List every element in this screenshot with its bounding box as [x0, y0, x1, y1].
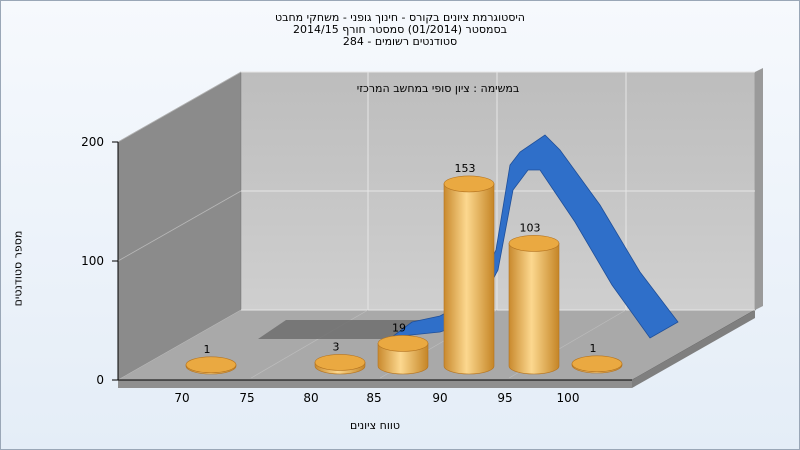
bar [571, 355, 623, 374]
bar-value-label: 1 [204, 343, 211, 356]
x-tick-label: 90 [432, 391, 447, 405]
bar [314, 354, 366, 375]
bar-value-label: 103 [520, 221, 541, 234]
y-tick-label: 0 [96, 373, 104, 387]
wall-edge [755, 68, 763, 310]
bar [443, 175, 495, 375]
gridline-side [117, 71, 242, 143]
bar [508, 235, 560, 375]
floor-front [118, 380, 632, 388]
x-tick-label: 70 [174, 391, 189, 405]
bar-value-label: 19 [392, 321, 406, 334]
chart-title-line-2: בסמסטר (01/2014) סמסטר חורף 2014/15 [293, 23, 507, 36]
bar-value-label: 153 [455, 162, 476, 175]
x-tick-label: 80 [303, 391, 318, 405]
bar-value-label: 3 [333, 340, 340, 353]
chart-title-line-1: היסטוגרמת ציונים בקורס - חינוך גופני - מ… [274, 11, 525, 24]
x-axis-label: טווח ציונים [350, 419, 400, 432]
x-tick-label: 85 [366, 391, 381, 405]
chart-title-line-3: סטודנטים רשומים - 284 [342, 35, 458, 48]
gridline-side [117, 309, 242, 381]
bar-value-label: 1 [590, 342, 597, 355]
chart-subtitle: במשימה : ציון סופי במחשב המרכזי [357, 82, 520, 95]
floor-band [258, 320, 420, 339]
y-tick-label: 200 [81, 135, 104, 149]
bar [377, 335, 429, 375]
y-axis-label: מספר סטודנטים [11, 230, 25, 307]
x-tick-label: 75 [239, 391, 254, 405]
floor-edge [632, 310, 755, 388]
bar [185, 356, 237, 375]
y-tick-label: 100 [81, 254, 104, 268]
x-tick-label: 95 [497, 391, 512, 405]
gridline-side [117, 190, 242, 262]
x-tick-label: 100 [557, 391, 580, 405]
